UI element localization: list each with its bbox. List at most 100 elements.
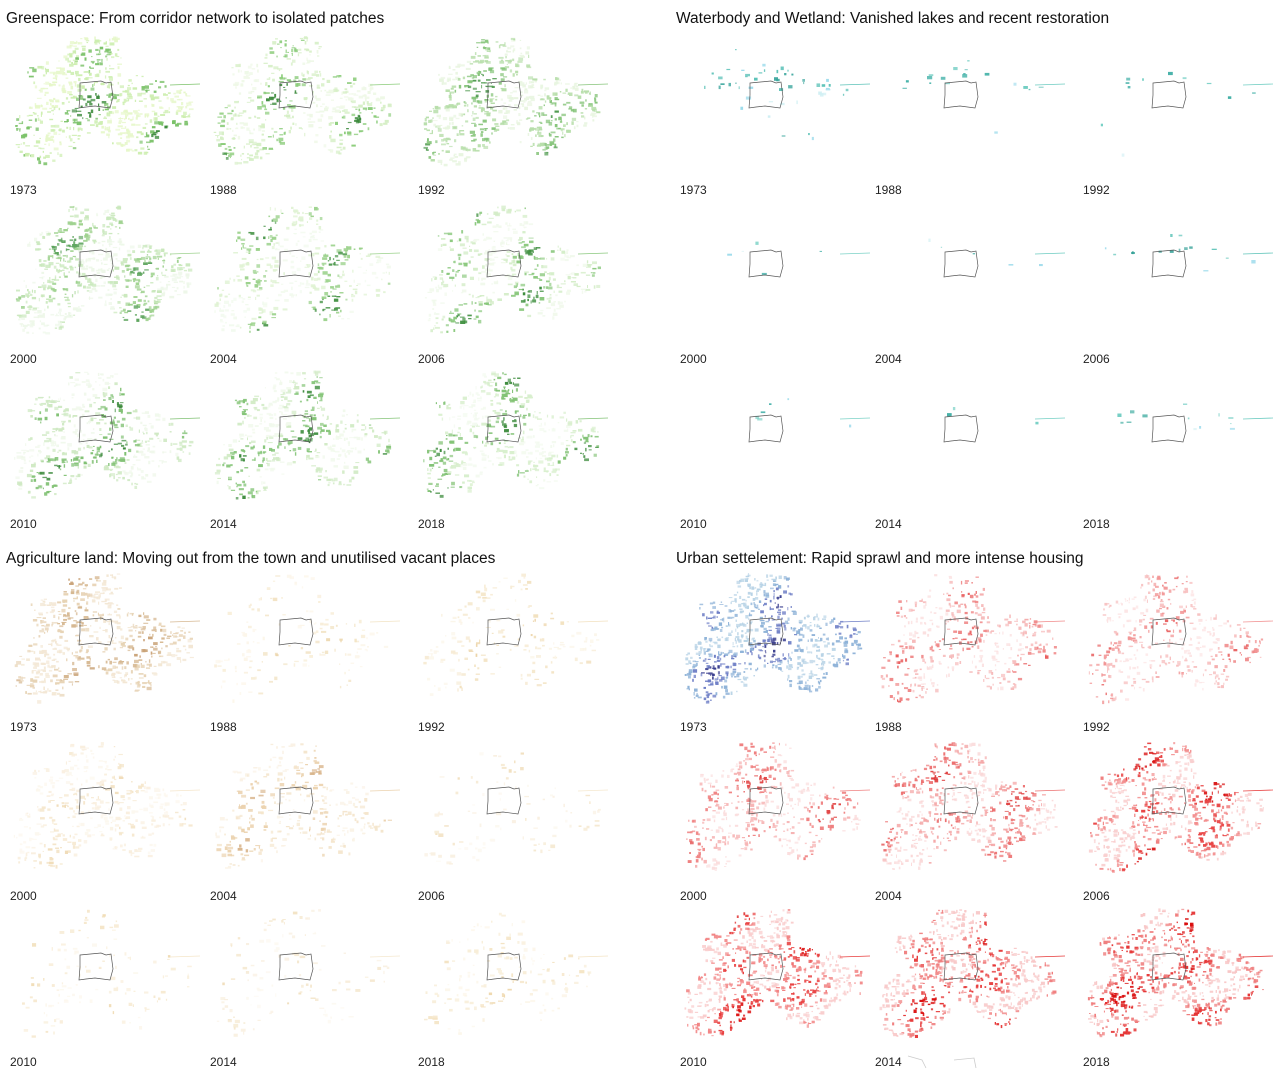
corridor-line [369,620,401,623]
town-boundary-outline [748,414,784,443]
map-greenspace-8: 2018 [408,369,609,534]
town-boundary-outline [278,414,314,443]
map-graphic [14,573,201,704]
land-cover-patches [684,909,863,1037]
map-graphic [686,742,871,871]
land-cover-patches [213,36,392,165]
map-graphic [214,206,401,333]
town-boundary-outline [748,80,784,109]
map-waterbody-5: 2006 [1073,204,1274,369]
map-year-label: 1992 [418,720,445,734]
map-graphic [902,60,1066,134]
land-cover-patches [902,60,1044,134]
map-graphic [1087,908,1274,1038]
map-year-label: 1973 [10,720,37,734]
town-boundary-outline [486,786,522,815]
map-year-label: 2000 [10,352,37,366]
land-cover-patches [928,238,1043,267]
map-year-label: 2006 [1083,889,1110,903]
map-year-label: 1973 [680,183,707,197]
map-year-label: 1988 [210,720,237,734]
map-waterbody-2: 1992 [1073,35,1274,200]
map-graphic [15,205,201,335]
land-cover-patches [424,912,592,1035]
map-graphic [881,742,1066,870]
town-boundary-outline [278,617,314,646]
panel-title: Waterbody and Wetland: Vanished lakes an… [676,10,1110,27]
town-boundary-outline [78,249,114,278]
town-boundary-outline [1151,249,1187,278]
corridor-line [1034,789,1066,792]
corridor-line [169,620,201,623]
map-graphic [1088,574,1274,705]
map-year-label: 2000 [680,352,707,366]
town-boundary-outline [748,617,784,646]
panel-waterbody: Waterbody and Wetland: Vanished lakes an… [670,0,1280,535]
map-agriculture-7: 2014 [200,907,401,1072]
panel-greenspace: Greenspace: From corridor network to iso… [0,0,640,535]
land-cover-patches [13,742,193,869]
map-agriculture-5: 2006 [408,741,609,906]
corridor-line [369,789,401,792]
town-boundary-outline [278,786,314,815]
map-year-label: 1992 [1083,183,1110,197]
map-graphic [1104,234,1274,278]
corridor-line [577,417,609,420]
map-graphic [13,742,201,869]
town-boundary-outline [1151,617,1187,646]
corridor-line [169,955,201,958]
land-cover-patches [1100,71,1256,157]
map-greenspace-3: 2000 [0,204,201,369]
map-year-label: 2010 [680,517,707,531]
map-graphic [14,371,201,499]
map-graphic [1100,71,1274,157]
land-cover-patches [14,573,194,704]
map-agriculture-6: 2010 [0,907,201,1072]
map-year-label: 1988 [875,720,902,734]
land-cover-patches [879,909,1057,1038]
map-agriculture-0: 1973 [0,572,201,737]
map-graphic [424,205,609,334]
land-cover-patches [15,36,194,166]
town-boundary-outline [486,414,522,443]
town-boundary-outline [943,80,979,109]
map-graphic [423,37,609,167]
land-cover-patches [214,206,391,333]
map-year-label: 2014 [875,1055,902,1069]
land-cover-patches [1087,908,1264,1038]
map-year-label: 1992 [1083,720,1110,734]
map-waterbody-6: 2010 [670,369,871,534]
town-boundary-outline [278,80,314,109]
map-graphic [215,743,401,869]
town-boundary-outline [1151,786,1187,815]
land-cover-patches [22,909,192,1038]
town-boundary-outline [278,952,314,981]
map-graphic [1088,742,1274,873]
town-boundary-outline [748,952,784,981]
map-urban-5: 2006 [1073,741,1274,906]
map-graphic [684,909,871,1037]
land-cover-patches [15,205,193,335]
map-year-label: 2010 [680,1055,707,1069]
map-graphic [15,36,201,166]
land-cover-patches [1088,574,1264,705]
map-greenspace-6: 2010 [0,369,201,534]
land-cover-patches [684,573,863,704]
map-graphic [214,370,401,500]
map-urban-0: 1973 [670,572,871,737]
map-year-label: 2018 [1083,517,1110,531]
map-year-label: 1992 [418,183,445,197]
town-boundary-outline [943,249,979,278]
land-cover-patches [424,752,601,865]
map-greenspace-1: 1988 [200,35,401,200]
corridor-line [839,417,871,420]
map-greenspace-0: 1973 [0,35,201,200]
land-cover-patches [215,743,392,869]
corridor-line [1034,83,1066,86]
land-cover-patches [423,371,600,498]
corridor-line [577,620,609,623]
land-cover-patches [423,37,601,167]
corridor-line [369,252,401,255]
land-cover-patches [1117,403,1235,431]
map-graphic [1117,403,1274,443]
